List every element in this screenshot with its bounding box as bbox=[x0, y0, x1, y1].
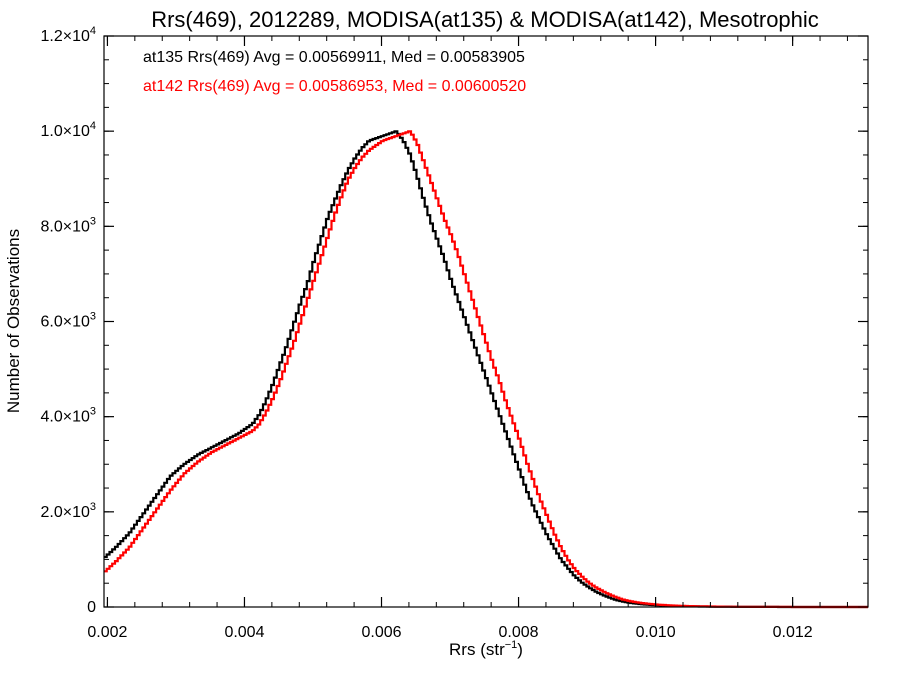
series-layer bbox=[104, 130, 868, 609]
x-tick-label: 0.010 bbox=[636, 624, 676, 641]
y-tick-label: 2.0×103 bbox=[40, 501, 96, 521]
series-1-line bbox=[104, 130, 868, 609]
y-tick-label: 1.2×104 bbox=[40, 25, 96, 45]
annotation-at135: at135 Rrs(469) Avg = 0.00569911, Med = 0… bbox=[143, 49, 525, 66]
y-axis: 0 2.0×103 4.0×103 6.0×103 8.0×103 1.0×104 1.2×… bbox=[40, 25, 868, 616]
series-0-line bbox=[104, 130, 868, 609]
x-tick-label: 0.004 bbox=[224, 624, 264, 641]
plot-frame bbox=[103, 35, 869, 608]
annotation-at142: at142 Rrs(469) Avg = 0.00586953, Med = 0… bbox=[143, 78, 526, 95]
chart-title: Rrs(469), 2012289, MODISA(at135) & MODIS… bbox=[151, 7, 819, 32]
y-tick-label: 6.0×103 bbox=[40, 311, 96, 331]
x-tick-label: 0.006 bbox=[361, 624, 401, 641]
x-tick-label: 0.008 bbox=[499, 624, 539, 641]
x-axis: 0.002 0.004 0.006 0.008 0.010 0.012 bbox=[87, 36, 848, 641]
y-tick-label: 1.0×104 bbox=[40, 120, 96, 140]
y-axis-label: Number of Observations bbox=[4, 229, 23, 413]
y-tick-label: 4.0×103 bbox=[40, 406, 96, 426]
y-tick-label: 0 bbox=[87, 599, 96, 616]
x-axis-label: Rrs (str−1) bbox=[449, 639, 523, 659]
x-tick-label: 0.002 bbox=[87, 624, 127, 641]
y-tick-label: 8.0×103 bbox=[40, 215, 96, 235]
x-tick-label: 0.012 bbox=[773, 624, 813, 641]
